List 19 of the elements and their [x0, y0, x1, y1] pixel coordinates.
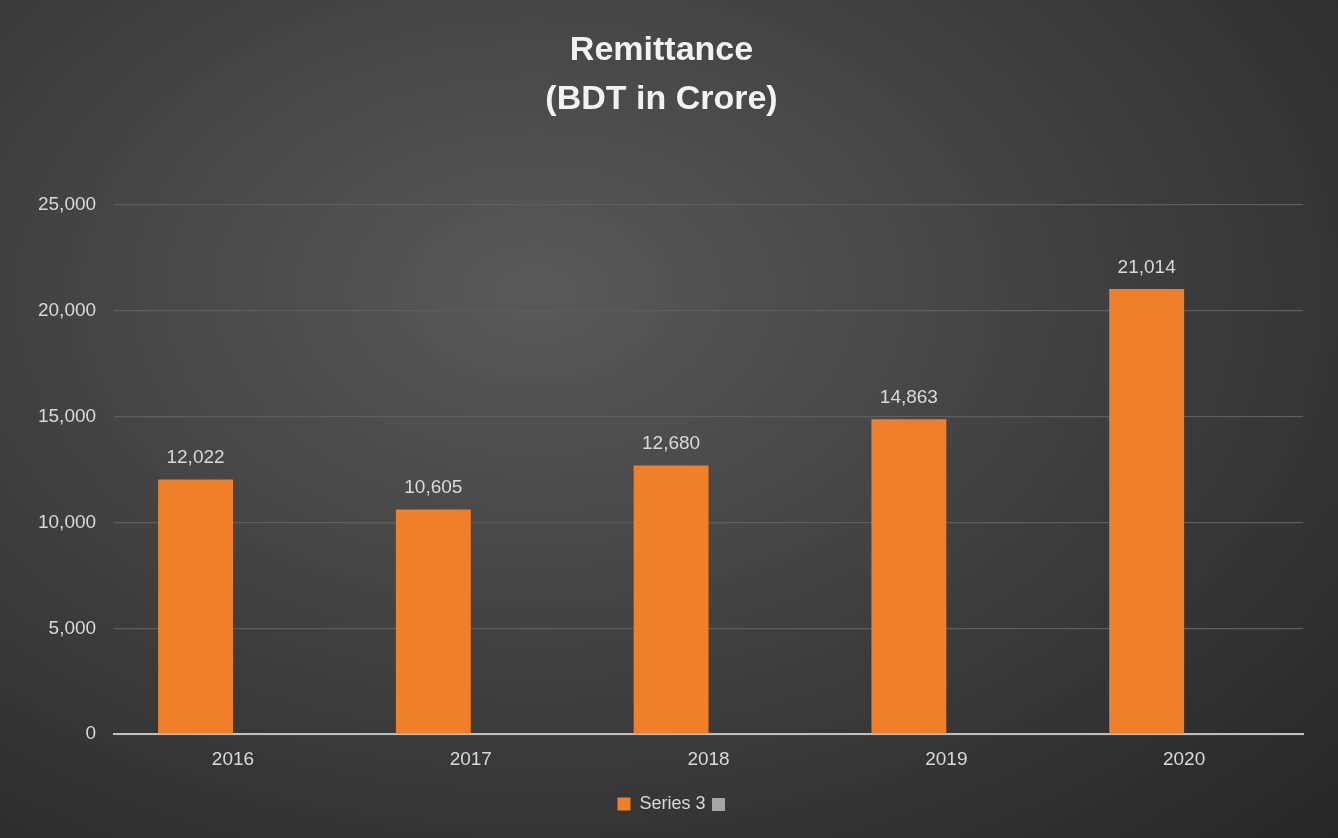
text: 10,605: [404, 476, 463, 498]
text: 14,863: [879, 386, 938, 408]
x-tick-label: 2018: [687, 747, 730, 769]
y-tick-label: 25,000: [37, 192, 97, 214]
legend-label: Series 3: [639, 792, 706, 813]
y-tick-label: 5,000: [48, 616, 97, 638]
y-tick-label: 20,000: [37, 298, 97, 320]
x-tick-label: 2017: [449, 747, 492, 769]
y-tick-label: 0: [85, 722, 97, 744]
x-tick-label: 2019: [925, 747, 968, 769]
x-tick-label: 2016: [211, 747, 255, 769]
y-tick-label: 15,000: [37, 404, 97, 426]
x-tick-label: 2020: [1162, 747, 1206, 769]
chart-title: Remittance: [569, 28, 754, 67]
chart-subtitle: (BDT in Crore): [545, 77, 778, 116]
text: 12,022: [166, 446, 225, 468]
text: 21,014: [1117, 255, 1176, 277]
y-tick-label: 10,000: [37, 510, 97, 532]
text: 12,680: [642, 432, 701, 454]
